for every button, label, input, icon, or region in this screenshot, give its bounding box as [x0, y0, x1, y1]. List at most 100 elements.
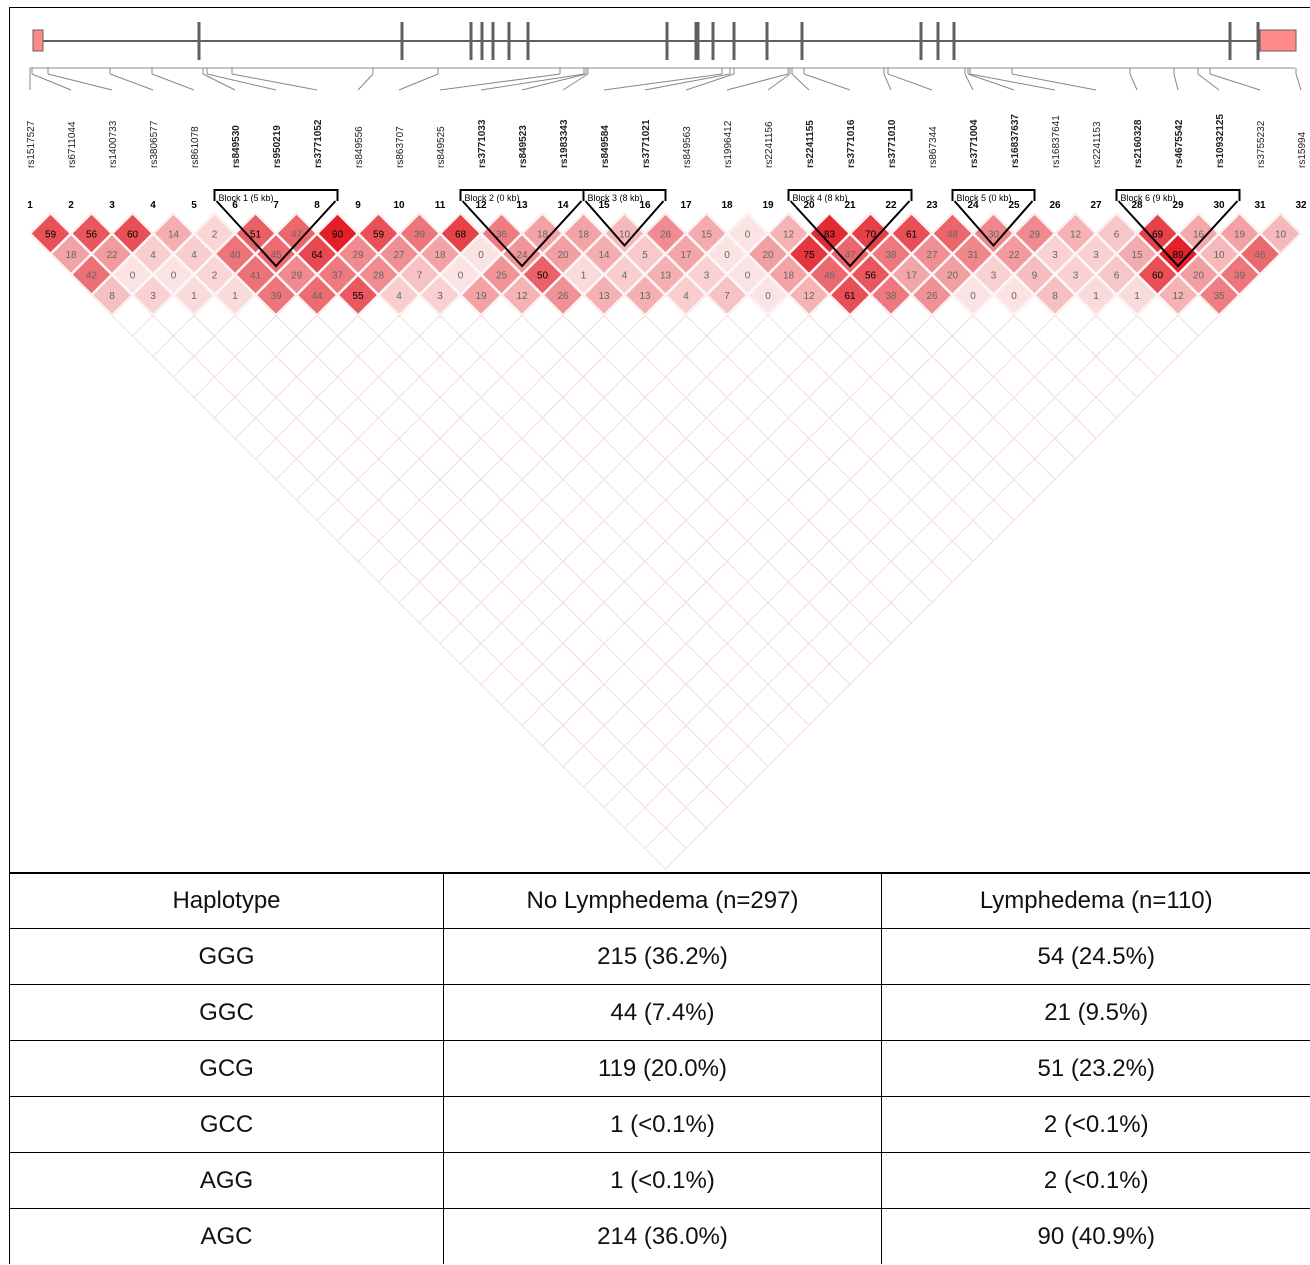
ld-value-label: 14	[598, 250, 610, 261]
ld-cell	[1198, 274, 1240, 316]
ld-cell	[1157, 233, 1199, 275]
haplotype-cell: GCG	[9, 1040, 444, 1097]
snp-id-label: rs2241155	[805, 120, 816, 168]
ld-cell	[850, 254, 891, 295]
ld-cell	[604, 213, 645, 254]
ld-value-label: 89	[1172, 250, 1184, 261]
snp-id-label: rs3771016	[846, 119, 857, 168]
snp-id-label: rs2160328	[1133, 119, 1144, 168]
ld-cell	[194, 254, 235, 295]
snp-id-label: rs3755232	[1256, 120, 1267, 168]
snp-id-label: rs6711044	[67, 121, 78, 168]
ld-value-label: 56	[86, 230, 98, 241]
ld-value-label: 4	[622, 271, 628, 282]
ld-cell	[788, 274, 830, 316]
ld-cell	[1260, 213, 1301, 254]
snp-connector-line	[202, 73, 236, 91]
ld-cell	[1075, 274, 1117, 316]
ld-cell	[481, 254, 522, 295]
ld-cell	[624, 233, 666, 275]
ld-value-label: 45	[270, 250, 282, 261]
ld-cell	[993, 274, 1035, 316]
ld-value-label: 31	[967, 250, 979, 261]
snp-id-label: rs863707	[395, 126, 406, 168]
snp-connector-line	[726, 73, 789, 91]
ld-cell	[276, 213, 317, 254]
ld-value-label: 20	[1193, 271, 1205, 282]
snp-id-label: rs2241153	[1092, 121, 1103, 168]
snp-index-label: 13	[516, 200, 528, 211]
ld-cell	[276, 254, 317, 295]
snp-id-label: rs16837637	[1010, 114, 1021, 168]
snp-connector-line	[398, 73, 439, 91]
snp-connector-line	[685, 73, 735, 91]
ld-value-label: 2	[212, 230, 218, 241]
ld-value-label: 29	[291, 271, 303, 282]
ld-value-label: 5	[642, 250, 648, 261]
ld-value-label: 13	[639, 291, 651, 302]
ld-value-label: 60	[1152, 271, 1164, 282]
header-no-lymphedema: No Lymphedema (n=297)	[443, 872, 882, 929]
ld-value-label: 13	[660, 271, 672, 282]
ld-cell	[604, 254, 645, 295]
snp-connector-line	[767, 73, 791, 91]
snp-id-label: rs10932125	[1215, 114, 1226, 168]
ld-cell	[399, 254, 440, 295]
ld-cell	[1096, 254, 1137, 295]
snp-index-label: 6	[232, 200, 238, 211]
gene-utr-right	[1259, 29, 1297, 52]
snp-index-label: 15	[598, 200, 610, 211]
ld-cell	[112, 213, 153, 254]
ld-value-label: 25	[496, 271, 508, 282]
ld-value-label: 1	[191, 291, 197, 302]
ld-cell	[173, 274, 215, 316]
ld-cell	[1055, 213, 1096, 254]
snp-id-label: rs2241156	[764, 121, 775, 168]
ld-cell	[153, 254, 194, 295]
ld-cell	[768, 254, 809, 295]
ld-value-label: 47	[844, 250, 856, 261]
snp-index-label: 7	[273, 200, 279, 211]
snp-id-label: rs3771010	[887, 119, 898, 168]
ld-value-label: 0	[724, 250, 730, 261]
ld-cell	[1034, 233, 1076, 275]
ld-cell	[1198, 233, 1240, 275]
table-row: GGC 44 (7.4%) 21 (9.5%)	[9, 984, 1310, 1041]
ld-value-label: 38	[885, 291, 897, 302]
ld-cell	[30, 213, 71, 254]
snp-index-label: 8	[314, 200, 320, 211]
snp-connector-line	[1197, 73, 1220, 91]
snp-id-label: rs849563	[682, 126, 693, 168]
ld-value-label: 22	[1008, 250, 1020, 261]
snp-id-label: rs950219	[272, 125, 283, 168]
ld-cell	[727, 254, 768, 295]
ld-heatmap-svg: rs1517527 1 rs6711044 2 rs1400733 3 rs3806577 4…	[26, 22, 1308, 870]
ld-value-label: 20	[762, 250, 774, 261]
ld-cell	[563, 254, 604, 295]
ld-value-label: 3	[150, 291, 156, 302]
ld-cell	[358, 254, 399, 295]
snp-index-label: 10	[393, 200, 405, 211]
snp-index-label: 16	[639, 200, 651, 211]
ld-value-label: 22	[106, 250, 118, 261]
snp-index-label: 2	[68, 200, 74, 211]
snp-index-label: 26	[1049, 200, 1061, 211]
ld-cell	[1034, 274, 1076, 316]
ld-value-label: 47	[291, 230, 303, 241]
ld-cell	[235, 254, 276, 295]
ld-value-label: 29	[1029, 230, 1041, 241]
haplotype-table: Haplotype No Lymphedema (n=297) Lymphede…	[9, 872, 1310, 1264]
ld-value-label: 64	[311, 250, 323, 261]
ld-cell	[645, 254, 686, 295]
ld-cell	[1055, 254, 1096, 295]
no-lymphedema-cell: 1 (<0.1%)	[443, 1096, 882, 1153]
snp-id-label: rs3771004	[969, 119, 980, 168]
ld-cell	[952, 233, 994, 275]
ld-cell	[214, 233, 256, 275]
ld-value-label: 7	[417, 271, 423, 282]
ld-value-label: 4	[396, 291, 402, 302]
ld-value-label: 2	[212, 271, 218, 282]
ld-value-label: 16	[1193, 230, 1205, 241]
snp-connector-line	[887, 73, 933, 91]
ld-value-label: 6	[1114, 271, 1120, 282]
